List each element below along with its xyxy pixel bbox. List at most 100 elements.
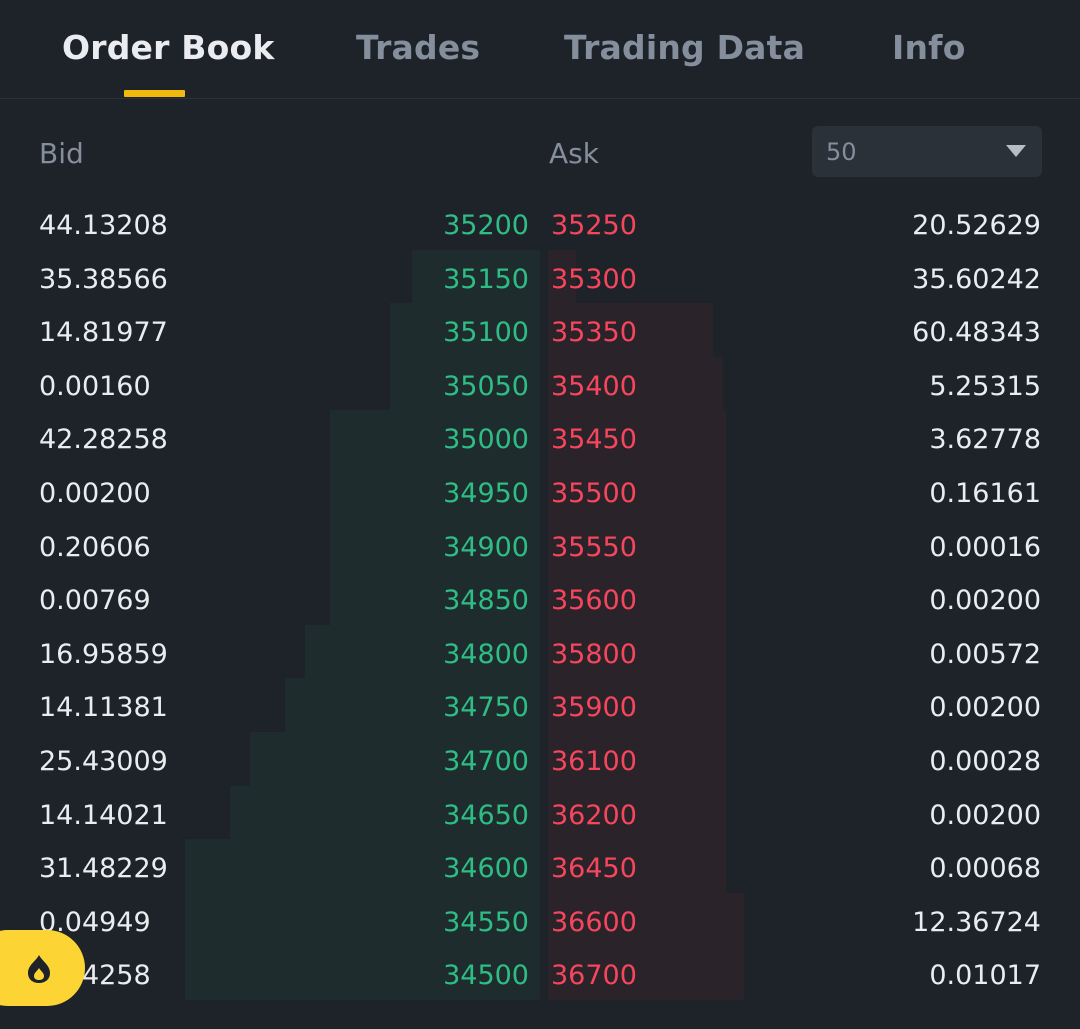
ask-price: 35800 bbox=[551, 638, 637, 670]
ask-price: 36100 bbox=[551, 746, 637, 777]
ask-depth-bar bbox=[548, 678, 726, 733]
bid-depth-bar bbox=[250, 732, 540, 786]
ask-quantity: 0.16161 bbox=[929, 478, 1041, 509]
ask-price: 35250 bbox=[551, 210, 637, 241]
order-book-row[interactable]: 31.48229 34600 36450 0.00068 bbox=[0, 839, 1080, 894]
ask-quantity: 35.60242 bbox=[912, 263, 1041, 295]
tab-trading-data[interactable]: Trading Data bbox=[564, 28, 806, 67]
ask-depth-bar bbox=[548, 303, 713, 358]
bid-depth-bar bbox=[185, 839, 540, 894]
ask-depth-bar bbox=[548, 624, 726, 679]
order-book-row[interactable]: 14.14021 34650 36200 0.00200 bbox=[0, 785, 1080, 840]
order-book-row[interactable]: 0.00200 34950 35500 0.16161 bbox=[0, 464, 1080, 518]
ask-depth-bar bbox=[548, 249, 576, 304]
bid-price: 35150 bbox=[443, 263, 529, 295]
bid-quantity: 14.11381 bbox=[39, 692, 168, 724]
order-book-row[interactable]: 0.04949 34550 36600 12.36724 bbox=[0, 892, 1080, 947]
ask-depth-bar bbox=[548, 464, 726, 518]
order-book-row[interactable]: 0.00769 34850 35600 0.00200 bbox=[0, 571, 1080, 626]
ask-quantity: 0.00028 bbox=[929, 746, 1041, 777]
bid-price: 34700 bbox=[443, 746, 529, 777]
ask-header: Ask bbox=[549, 137, 599, 170]
ask-price: 36200 bbox=[551, 799, 637, 831]
ask-depth-bar bbox=[548, 785, 726, 840]
bid-depth-bar bbox=[285, 678, 540, 733]
ask-quantity: 0.00068 bbox=[929, 853, 1041, 885]
ask-depth-bar bbox=[548, 410, 726, 465]
order-book-row[interactable]: 14.11381 34750 35900 0.00200 bbox=[0, 678, 1080, 733]
bid-price: 35000 bbox=[443, 424, 529, 456]
bid-depth-bar bbox=[330, 517, 540, 572]
order-book-row[interactable]: 0.00160 35050 35400 5.25315 bbox=[0, 356, 1080, 411]
ask-price: 35400 bbox=[551, 370, 637, 402]
order-book-row[interactable]: 42.28258 35000 35450 3.62778 bbox=[0, 410, 1080, 465]
ask-depth-bar bbox=[548, 517, 726, 572]
order-book-row[interactable]: 16.95859 34800 35800 0.00572 bbox=[0, 624, 1080, 679]
ask-depth-bar bbox=[548, 732, 726, 786]
ask-quantity: 0.00016 bbox=[929, 531, 1041, 563]
ask-quantity: 60.48343 bbox=[912, 317, 1041, 349]
ask-quantity: 12.36724 bbox=[912, 906, 1041, 938]
tab-trades[interactable]: Trades bbox=[356, 28, 481, 67]
ask-quantity: 20.52629 bbox=[912, 210, 1041, 241]
active-tab-indicator bbox=[124, 90, 185, 97]
ask-quantity: 0.00200 bbox=[929, 799, 1041, 831]
bid-quantity: 0.00160 bbox=[39, 370, 151, 402]
ask-price: 36700 bbox=[551, 960, 637, 992]
bid-price: 35200 bbox=[443, 210, 529, 241]
ask-depth-bar bbox=[548, 571, 726, 626]
bid-depth-bar bbox=[390, 356, 540, 411]
ask-quantity: 3.62778 bbox=[929, 424, 1041, 456]
bid-depth-bar bbox=[330, 571, 540, 626]
bid-price: 34600 bbox=[443, 853, 529, 885]
ask-price: 35900 bbox=[551, 692, 637, 724]
bid-header: Bid bbox=[39, 137, 84, 170]
ask-price: 35600 bbox=[551, 585, 637, 617]
bid-quantity: 31.48229 bbox=[39, 853, 168, 885]
order-book-row[interactable]: 0.20606 34900 35550 0.00016 bbox=[0, 517, 1080, 572]
bid-price: 34550 bbox=[443, 906, 529, 938]
ask-price: 35350 bbox=[551, 317, 637, 349]
bid-depth-bar bbox=[412, 249, 540, 304]
bid-price: 35100 bbox=[443, 317, 529, 349]
ask-depth-bar bbox=[548, 356, 723, 411]
bid-quantity: 0.00769 bbox=[39, 585, 151, 617]
ask-price: 35500 bbox=[551, 478, 637, 509]
bid-depth-bar bbox=[390, 303, 540, 358]
bid-depth-bar bbox=[305, 624, 540, 679]
ask-price: 35550 bbox=[551, 531, 637, 563]
bid-quantity: 42.28258 bbox=[39, 424, 168, 456]
flame-button[interactable] bbox=[0, 930, 85, 1006]
caret-down-icon bbox=[1006, 145, 1026, 157]
ask-price: 36600 bbox=[551, 906, 637, 938]
bid-quantity: 35.38566 bbox=[39, 263, 168, 295]
bid-quantity: 14.81977 bbox=[39, 317, 168, 349]
flame-icon bbox=[28, 955, 50, 983]
ask-price: 36450 bbox=[551, 853, 637, 885]
bid-price: 34850 bbox=[443, 585, 529, 617]
bid-price: 34950 bbox=[443, 478, 529, 509]
bid-quantity: 25.43009 bbox=[39, 746, 168, 777]
tab-info[interactable]: Info bbox=[892, 28, 966, 67]
bid-price: 34800 bbox=[443, 638, 529, 670]
order-book-row[interactable]: 14.81977 35100 35350 60.48343 bbox=[0, 303, 1080, 358]
bid-depth-bar bbox=[185, 892, 540, 947]
bid-price: 34750 bbox=[443, 692, 529, 724]
tab-order-book[interactable]: Order Book bbox=[62, 28, 275, 67]
ask-price: 35450 bbox=[551, 424, 637, 456]
order-book-row[interactable]: 35.38566 35150 35300 35.60242 bbox=[0, 249, 1080, 304]
bid-quantity: 14.14021 bbox=[39, 799, 168, 831]
bid-price: 34650 bbox=[443, 799, 529, 831]
depth-select[interactable]: 50 bbox=[812, 126, 1042, 177]
bid-depth-bar bbox=[330, 410, 540, 465]
order-book-row[interactable]: 44.13208 35200 35250 20.52629 bbox=[0, 196, 1080, 250]
bid-quantity: 44.13208 bbox=[39, 210, 168, 241]
ask-quantity: 0.00200 bbox=[929, 585, 1041, 617]
bid-quantity: 16.95859 bbox=[39, 638, 168, 670]
bid-depth-bar bbox=[330, 464, 540, 518]
order-book-row[interactable]: 0.04258 34500 36700 0.01017 bbox=[0, 946, 1080, 1001]
order-book-row[interactable]: 25.43009 34700 36100 0.00028 bbox=[0, 732, 1080, 786]
bid-quantity: 0.00200 bbox=[39, 478, 151, 509]
ask-depth-bar bbox=[548, 892, 744, 947]
